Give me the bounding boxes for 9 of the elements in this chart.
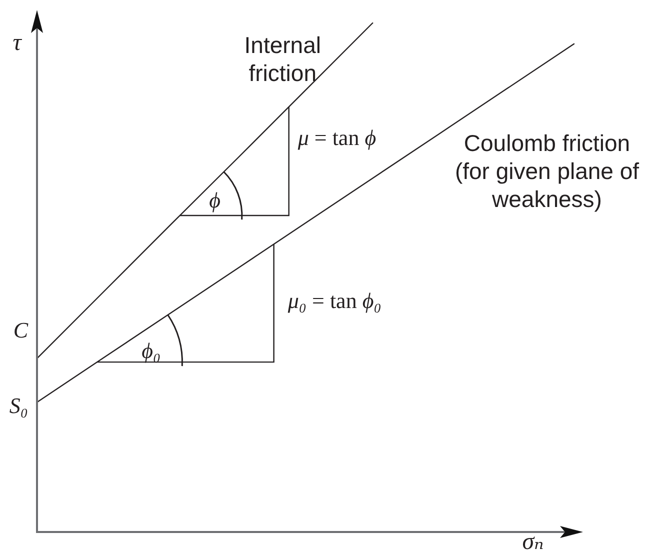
text: C — [13, 316, 28, 342]
x-axis-title: σₙ — [522, 529, 544, 552]
annotation: ϕ — [209, 187, 221, 212]
annotation: μ₀ = tan ϕ₀ — [286, 288, 382, 313]
annotation: μ = tan ϕ — [296, 124, 376, 150]
text: S₀ — [9, 392, 28, 418]
y-axis-title: τ — [12, 30, 23, 56]
series-label: Internal friction — [244, 32, 321, 86]
series-label: Coulomb friction (for given plane of weakness) — [454, 130, 640, 212]
